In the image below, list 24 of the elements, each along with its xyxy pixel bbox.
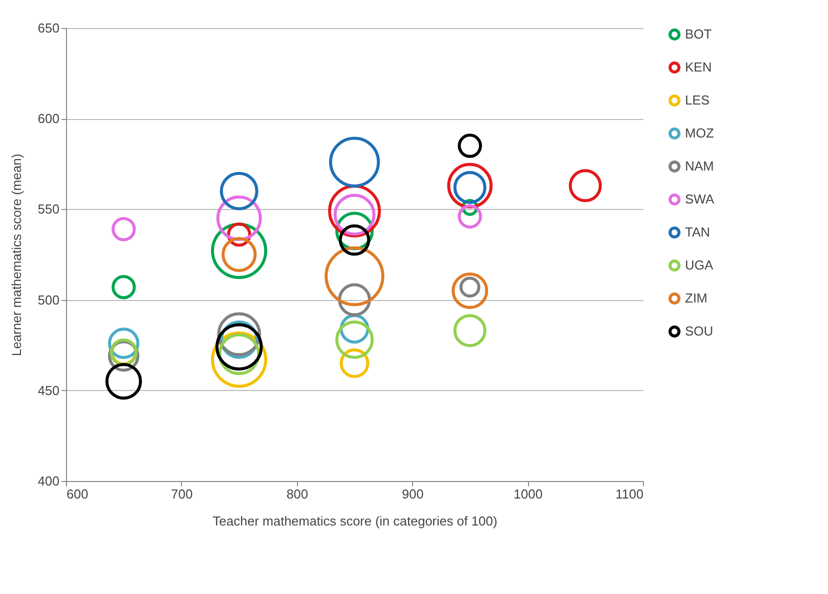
legend-label: SWA — [685, 192, 714, 206]
legend-label: MOZ — [685, 126, 714, 140]
y-tick-label: 450 — [38, 382, 60, 398]
y-tick-label: 650 — [38, 20, 60, 36]
legend-label: NAM — [685, 158, 714, 174]
legend-label: TAN — [685, 224, 710, 240]
legend-label: BOT — [685, 26, 712, 42]
x-tick-label: 700 — [171, 486, 193, 502]
legend-label: KEN — [685, 60, 712, 74]
x-tick-label: 800 — [286, 486, 308, 502]
y-tick-label: 400 — [38, 474, 60, 488]
x-tick-label: 1000 — [514, 486, 543, 502]
y-tick-label: 500 — [38, 292, 60, 308]
y-tick-label: 600 — [38, 111, 60, 126]
x-axis-title: Teacher mathematics score (in categories of 100) — [212, 514, 498, 528]
x-tick-label: 1100 — [616, 486, 644, 502]
y-axis-title: Learner mathematics score (mean) — [8, 154, 24, 356]
legend-label: ZIM — [685, 290, 708, 306]
x-tick-label: 900 — [402, 486, 424, 502]
x-tick-label: 600 — [66, 486, 88, 502]
legend-label: UGA — [685, 258, 714, 272]
legend-label: LES — [685, 92, 710, 108]
legend-label: SOU — [685, 324, 714, 338]
y-tick-label: 550 — [38, 202, 60, 217]
